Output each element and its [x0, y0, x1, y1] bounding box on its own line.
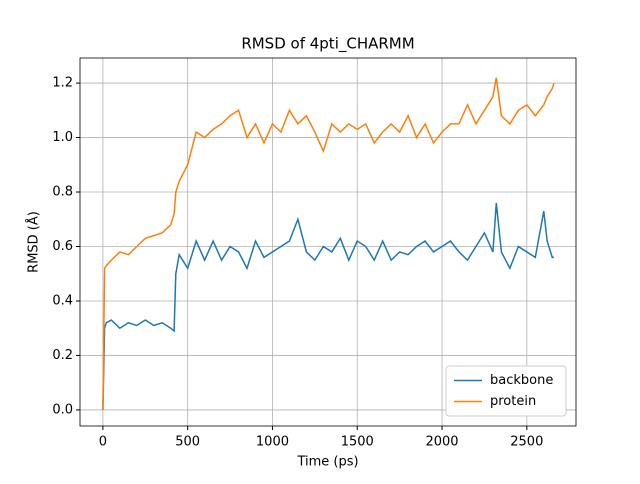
y-tick-label: 1.2 [52, 76, 73, 91]
x-tick-label: 2000 [425, 435, 458, 450]
y-tick-label: 0.0 [52, 402, 73, 417]
x-tick-label: 1000 [256, 435, 289, 450]
data-line [102, 202, 554, 410]
legend-box [445, 365, 567, 417]
y-tick-label: 0.8 [52, 185, 73, 200]
x-axis-label: Time (ps) [296, 455, 358, 470]
legend-label: backbone [490, 373, 553, 388]
x-tick-label: 1500 [341, 435, 374, 450]
y-tick-label: 0.4 [52, 293, 73, 308]
plot-frame [79, 57, 577, 427]
y-tick-label: 0.6 [52, 239, 73, 254]
y-axis-label: RMSD (Å) [26, 211, 42, 273]
y-tick-label: 1.0 [52, 130, 73, 145]
chart-title: RMSD of 4pti_CHARMM [241, 35, 414, 54]
y-tick-label: 0.2 [52, 348, 73, 363]
data-line [102, 77, 555, 410]
x-tick-label: 2500 [510, 435, 543, 450]
x-tick-label: 500 [175, 435, 200, 450]
legend-label: protein [490, 394, 536, 409]
x-tick-label: 0 [99, 435, 107, 450]
